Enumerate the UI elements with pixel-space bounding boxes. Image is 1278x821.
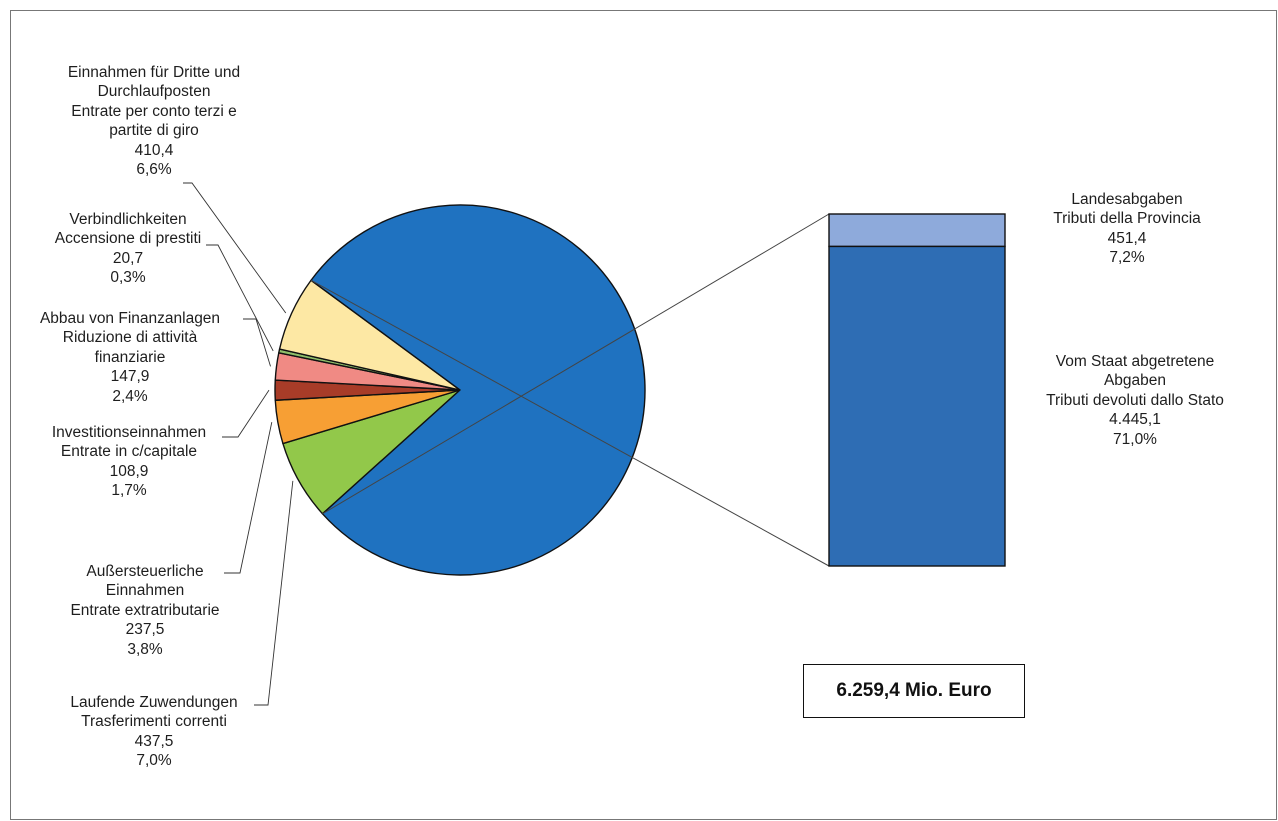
label-line: Abgaben bbox=[1103, 372, 1167, 390]
label-line: Einnahmen bbox=[105, 582, 185, 600]
leader-dritte bbox=[183, 182, 287, 314]
connector-bottom bbox=[310, 279, 830, 567]
bar-segment-landes bbox=[828, 213, 1006, 248]
leader-laufende bbox=[254, 480, 294, 706]
label-percent: 7,2% bbox=[1109, 249, 1145, 267]
label-percent: 71,0% bbox=[1113, 430, 1157, 448]
label-value: 147,9 bbox=[110, 368, 150, 386]
label-percent: 6,6% bbox=[136, 161, 172, 179]
label-value: 237,5 bbox=[125, 621, 165, 639]
label-abbau-finanzanlagen: Abbau von Finanzanlagen Riduzione di att… bbox=[10, 309, 250, 406]
pie-slice-tributi bbox=[310, 204, 646, 576]
label-value: 4.445,1 bbox=[1109, 411, 1161, 429]
label-line: Tributi della Provincia bbox=[1053, 210, 1201, 228]
label-line: Trasferimenti correnti bbox=[81, 713, 227, 731]
label-line: Landesabgaben bbox=[1071, 191, 1183, 208]
label-value: 20,7 bbox=[112, 249, 144, 267]
label-laufende-zuwendungen: Laufende Zuwendungen Trasferimenti corre… bbox=[36, 693, 272, 771]
label-percent: 2,4% bbox=[112, 387, 148, 405]
stacked-bar bbox=[828, 213, 1006, 567]
label-line: Entrate per conto terzi e bbox=[71, 102, 237, 120]
label-percent: 7,0% bbox=[136, 752, 172, 770]
connector-lines bbox=[310, 213, 830, 567]
chart-border bbox=[10, 10, 1277, 820]
label-line: finanziarie bbox=[94, 348, 166, 366]
label-verbindlichkeiten: Verbindlichkeiten Accensione di prestiti… bbox=[18, 210, 238, 288]
bar-segment-staat bbox=[828, 245, 1006, 567]
label-value: 451,4 bbox=[1107, 229, 1147, 247]
label-percent: 3,8% bbox=[127, 640, 163, 658]
label-value: 410,4 bbox=[134, 141, 174, 159]
label-line: Investitionseinnahmen bbox=[51, 424, 207, 441]
label-percent: 1,7% bbox=[111, 482, 147, 500]
label-line: Vom Staat abgetretene bbox=[1055, 353, 1215, 370]
label-staat-abgaben: Vom Staat abgetretene Abgaben Tributi de… bbox=[1010, 352, 1260, 449]
leader-ausser bbox=[224, 422, 273, 574]
leader-lines bbox=[183, 182, 294, 706]
label-line: partite di giro bbox=[109, 122, 199, 140]
leader-invest bbox=[222, 389, 270, 438]
label-value: 108,9 bbox=[109, 462, 149, 480]
leader-verbind bbox=[206, 244, 274, 352]
label-line: Laufende Zuwendungen bbox=[70, 694, 238, 711]
total-box: 6.259,4 Mio. Euro bbox=[803, 664, 1025, 718]
label-einnahmen-dritte: Einnahmen für Dritte und Durchlaufposten… bbox=[40, 63, 268, 179]
pie-chart bbox=[274, 204, 646, 576]
label-line: Abbau von Finanzanlagen bbox=[39, 310, 221, 327]
total-value: 6.259,4 Mio. Euro bbox=[836, 680, 992, 701]
label-aussersteuerliche: Außersteuerliche Einnahmen Entrate extra… bbox=[30, 562, 260, 659]
label-line: Entrate extratributarie bbox=[70, 601, 220, 619]
label-line: Außersteuerliche bbox=[86, 563, 204, 580]
label-line: Riduzione di attività bbox=[62, 329, 198, 347]
label-line: Verbindlichkeiten bbox=[69, 211, 187, 228]
label-investitionseinnahmen: Investitionseinnahmen Entrate in c/capit… bbox=[14, 423, 244, 501]
leader-abbau bbox=[243, 318, 271, 367]
label-landesabgaben: Landesabgaben Tributi della Provincia 45… bbox=[1012, 190, 1242, 268]
label-line: Durchlaufposten bbox=[97, 83, 211, 101]
label-line: Einnahmen für Dritte und bbox=[67, 64, 241, 81]
label-line: Entrate in c/capitale bbox=[60, 443, 198, 461]
connector-top bbox=[322, 213, 830, 515]
label-line: Accensione di prestiti bbox=[54, 230, 202, 248]
label-percent: 0,3% bbox=[110, 269, 146, 287]
label-value: 437,5 bbox=[134, 732, 174, 750]
label-line: Tributi devoluti dallo Stato bbox=[1046, 391, 1224, 409]
